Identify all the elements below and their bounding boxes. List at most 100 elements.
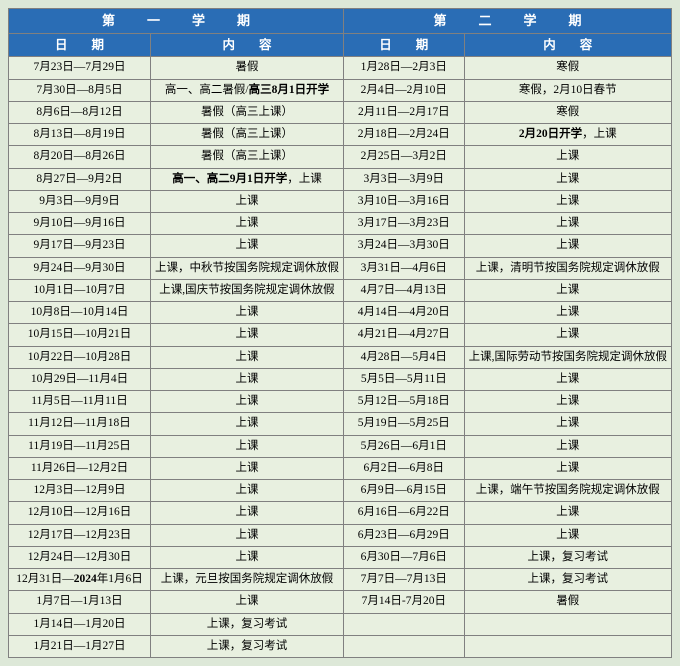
cell-date-sem2: 3月24日—3月30日: [343, 235, 464, 257]
table-row: 8月20日—8月26日暑假（高三上课）2月25日—3月2日上课: [9, 146, 672, 168]
cell-content-sem1: 上课: [150, 346, 343, 368]
cell-date-sem2: 3月3日—3月9日: [343, 168, 464, 190]
cell-date-sem1: 1月21日—1月27日: [9, 635, 151, 657]
cell-content-sem2: 上课: [464, 235, 671, 257]
cell-content-sem2: 上课: [464, 457, 671, 479]
cell-content-sem2: 上课,国际劳动节按国务院规定调休放假: [464, 346, 671, 368]
cell-date-sem1: 11月19日—11月25日: [9, 435, 151, 457]
table-row: 9月17日—9月23日上课3月24日—3月30日上课: [9, 235, 672, 257]
cell-date-sem1: 10月1日—10月7日: [9, 279, 151, 301]
table-row: 9月10日—9月16日上课3月17日—3月23日上课: [9, 213, 672, 235]
cell-date-sem2: [343, 635, 464, 657]
table-row: 1月21日—1月27日上课，复习考试: [9, 635, 672, 657]
cell-date-sem2: 5月5日—5月11日: [343, 368, 464, 390]
table-row: 7月23日—7月29日暑假1月28日—2月3日寒假: [9, 57, 672, 79]
table-row: 8月27日—9月2日高一、高二9月1日开学，上课3月3日—3月9日上课: [9, 168, 672, 190]
cell-content-sem1: 上课: [150, 591, 343, 613]
cell-content-sem1: 上课: [150, 435, 343, 457]
cell-date-sem1: 12月24日—12月30日: [9, 546, 151, 568]
cell-content-sem1: 上课，复习考试: [150, 613, 343, 635]
cell-content-sem1: 暑假: [150, 57, 343, 79]
cell-content-sem1: 高一、高二9月1日开学，上课: [150, 168, 343, 190]
cell-content-sem1: 上课: [150, 502, 343, 524]
cell-content-sem1: 暑假（高三上课）: [150, 146, 343, 168]
cell-content-sem2: 上课: [464, 302, 671, 324]
cell-date-sem2: 6月2日—6月8日: [343, 457, 464, 479]
cell-content-sem2: 寒假，2月10日春节: [464, 79, 671, 101]
cell-date-sem1: 12月3日—12月9日: [9, 480, 151, 502]
cell-date-sem2: 5月26日—6月1日: [343, 435, 464, 457]
cell-date-sem1: 8月27日—9月2日: [9, 168, 151, 190]
cell-content-sem2: 上课: [464, 190, 671, 212]
table-row: 11月12日—11月18日上课5月19日—5月25日上课: [9, 413, 672, 435]
cell-date-sem2: 3月17日—3月23日: [343, 213, 464, 235]
cell-content-sem2: 上课: [464, 146, 671, 168]
cell-date-sem1: 10月15日—10月21日: [9, 324, 151, 346]
table-row: 12月10日—12月16日上课6月16日—6月22日上课: [9, 502, 672, 524]
table-row: 8月13日—8月19日暑假（高三上课）2月18日—2月24日2月20日开学，上课: [9, 124, 672, 146]
table-row: 11月19日—11月25日上课5月26日—6月1日上课: [9, 435, 672, 457]
table-row: 10月22日—10月28日上课4月28日—5月4日上课,国际劳动节按国务院规定调…: [9, 346, 672, 368]
cell-content-sem2: 上课: [464, 391, 671, 413]
cell-content-sem1: 上课,国庆节按国务院规定调休放假: [150, 279, 343, 301]
table-row: 10月1日—10月7日上课,国庆节按国务院规定调休放假4月7日—4月13日上课: [9, 279, 672, 301]
cell-date-sem2: 2月11日—2月17日: [343, 101, 464, 123]
cell-date-sem1: 11月5日—11月11日: [9, 391, 151, 413]
cell-content-sem2: 上课: [464, 413, 671, 435]
table-row: 12月24日—12月30日上课6月30日—7月6日上课，复习考试: [9, 546, 672, 568]
cell-content-sem1: 上课: [150, 546, 343, 568]
cell-date-sem2: 4月14日—4月20日: [343, 302, 464, 324]
cell-date-sem2: 2月25日—3月2日: [343, 146, 464, 168]
cell-date-sem2: 4月28日—5月4日: [343, 346, 464, 368]
cell-date-sem2: 5月12日—5月18日: [343, 391, 464, 413]
table-row: 7月30日—8月5日高一、高二暑假/高三8月1日开学2月4日—2月10日寒假，2…: [9, 79, 672, 101]
table-row: 12月3日—12月9日上课6月9日—6月15日上课，端午节按国务院规定调休放假: [9, 480, 672, 502]
table-row: 1月14日—1月20日上课，复习考试: [9, 613, 672, 635]
cell-content-sem1: 上课: [150, 324, 343, 346]
cell-content-sem2: 寒假: [464, 101, 671, 123]
cell-content-sem1: 暑假（高三上课）: [150, 124, 343, 146]
cell-date-sem1: 12月10日—12月16日: [9, 502, 151, 524]
cell-date-sem1: 1月14日—1月20日: [9, 613, 151, 635]
cell-content-sem2: 上课，端午节按国务院规定调休放假: [464, 480, 671, 502]
cell-content-sem2: 上课: [464, 502, 671, 524]
table-row: 11月26日—12月2日上课6月2日—6月8日上课: [9, 457, 672, 479]
cell-date-sem2: 2月4日—2月10日: [343, 79, 464, 101]
cell-date-sem1: 9月3日—9月9日: [9, 190, 151, 212]
cell-content-sem2: 上课: [464, 324, 671, 346]
cell-content-sem2: 2月20日开学，上课: [464, 124, 671, 146]
cell-content-sem2: 上课: [464, 279, 671, 301]
cell-content-sem1: 上课，中秋节按国务院规定调休放假: [150, 257, 343, 279]
cell-content-sem1: 上课: [150, 391, 343, 413]
cell-content-sem2: 上课: [464, 435, 671, 457]
table-row: 10月29日—11月4日上课5月5日—5月11日上课: [9, 368, 672, 390]
cell-date-sem1: 10月8日—10月14日: [9, 302, 151, 324]
cell-date-sem1: 8月13日—8月19日: [9, 124, 151, 146]
cell-date-sem1: 10月29日—11月4日: [9, 368, 151, 390]
cell-content-sem1: 上课: [150, 480, 343, 502]
cell-date-sem1: 9月24日—9月30日: [9, 257, 151, 279]
cell-content-sem1: 上课: [150, 302, 343, 324]
cell-date-sem1: 8月20日—8月26日: [9, 146, 151, 168]
cell-date-sem2: 6月9日—6月15日: [343, 480, 464, 502]
cell-content-sem2: [464, 613, 671, 635]
cell-content-sem2: 暑假: [464, 591, 671, 613]
cell-date-sem2: 3月10日—3月16日: [343, 190, 464, 212]
cell-date-sem1: 10月22日—10月28日: [9, 346, 151, 368]
table-row: 9月24日—9月30日上课，中秋节按国务院规定调休放假3月31日—4月6日上课，…: [9, 257, 672, 279]
cell-date-sem2: 7月14日-7月20日: [343, 591, 464, 613]
table-row: 11月5日—11月11日上课5月12日—5月18日上课: [9, 391, 672, 413]
cell-date-sem2: 6月16日—6月22日: [343, 502, 464, 524]
schedule-table: 第一学期 第二学期 日期 内容 日期 内容 7月23日—7月29日暑假1月28日…: [8, 8, 672, 658]
cell-content-sem1: 上课: [150, 524, 343, 546]
table-row: 12月17日—12月23日上课6月23日—6月29日上课: [9, 524, 672, 546]
header-sem1: 第一学期: [9, 9, 344, 34]
cell-date-sem2: [343, 613, 464, 635]
table-row: 9月3日—9月9日上课3月10日—3月16日上课: [9, 190, 672, 212]
cell-date-sem1: 9月17日—9月23日: [9, 235, 151, 257]
table-row: 1月7日—1月13日上课7月14日-7月20日暑假: [9, 591, 672, 613]
header-content-2: 内容: [464, 33, 671, 57]
cell-content-sem2: 上课: [464, 168, 671, 190]
cell-content-sem2: 上课: [464, 213, 671, 235]
cell-date-sem2: 5月19日—5月25日: [343, 413, 464, 435]
